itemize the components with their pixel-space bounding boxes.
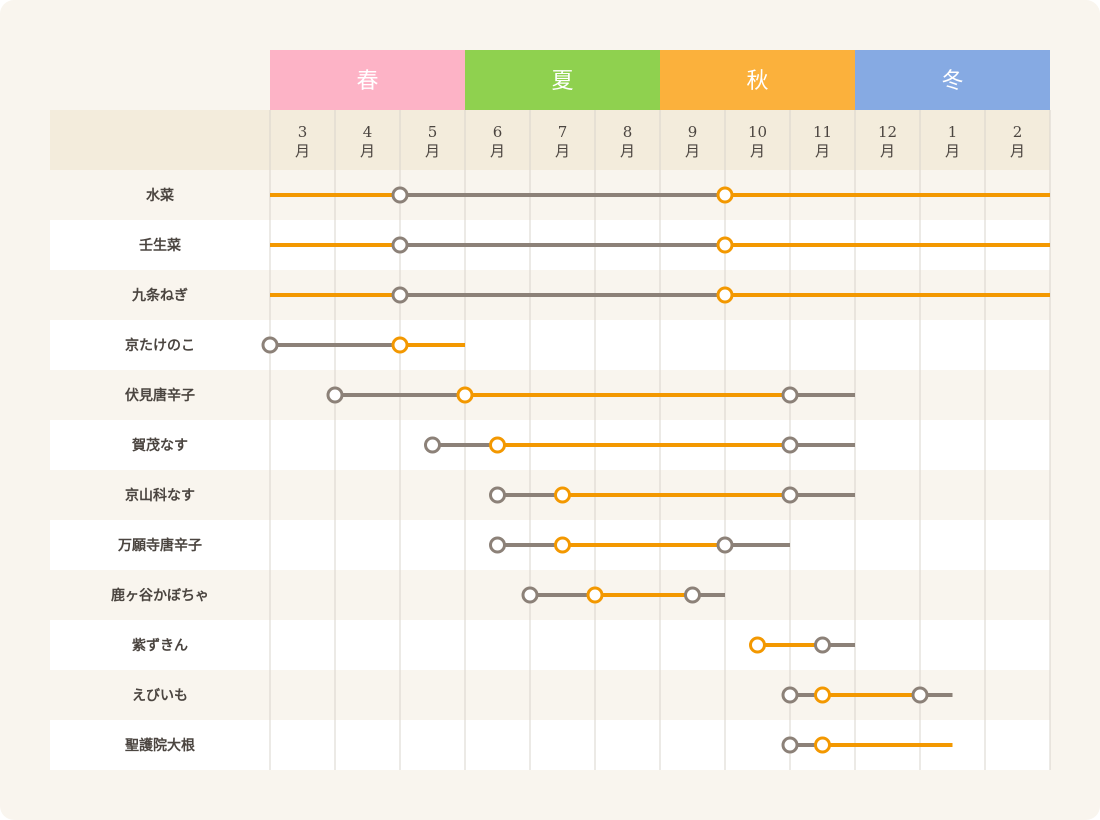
table-row xyxy=(50,620,1050,670)
month-unit-label: 月 xyxy=(555,142,570,160)
table-row xyxy=(50,320,1050,370)
transition-marker xyxy=(911,686,929,704)
vegetable-label: 賀茂なす xyxy=(131,437,188,454)
month-unit-label: 月 xyxy=(815,142,830,160)
month-label: 5 xyxy=(428,123,438,141)
transition-marker xyxy=(554,486,571,504)
month-label: 4 xyxy=(363,123,373,141)
vegetable-label: 万願寺唐辛子 xyxy=(117,537,202,554)
transition-marker xyxy=(456,386,474,404)
transition-marker xyxy=(489,436,506,454)
month-unit-label: 月 xyxy=(750,142,765,160)
season-band xyxy=(465,50,660,110)
marker-layer xyxy=(261,186,929,754)
month-label: 1 xyxy=(948,123,958,141)
transition-marker xyxy=(749,636,766,654)
season-band xyxy=(660,50,855,110)
bar-layer xyxy=(270,193,1050,747)
vegetable-label: 京山科なす xyxy=(125,487,195,504)
transition-marker xyxy=(716,286,734,304)
transition-marker xyxy=(391,236,409,254)
month-unit-label: 月 xyxy=(880,142,895,160)
transition-marker xyxy=(781,436,799,454)
season-label: 冬 xyxy=(941,69,963,94)
month-unit-label: 月 xyxy=(425,142,440,160)
month-unit-label: 月 xyxy=(295,142,310,160)
transition-marker xyxy=(781,686,799,704)
transition-marker xyxy=(521,586,539,604)
month-label: 10 xyxy=(748,123,767,141)
transition-marker xyxy=(424,436,441,454)
vegetable-label: 九条ねぎ xyxy=(131,287,188,304)
transition-marker xyxy=(781,736,799,754)
vegetable-label: 壬生菜 xyxy=(139,237,182,254)
transition-marker xyxy=(716,186,734,204)
vegetable-label: 京たけのこ xyxy=(125,337,195,354)
season-band xyxy=(855,50,1050,110)
season-band xyxy=(270,50,465,110)
month-unit-label: 月 xyxy=(490,142,505,160)
transition-marker xyxy=(554,536,571,554)
month-unit-label: 月 xyxy=(685,142,700,160)
transition-marker xyxy=(716,236,734,254)
transition-marker xyxy=(261,336,279,354)
month-label: 9 xyxy=(688,123,698,141)
transition-marker xyxy=(814,686,831,704)
vegetable-label: 紫ずきん xyxy=(132,637,188,654)
transition-marker xyxy=(684,586,701,604)
transition-marker xyxy=(781,386,799,404)
vegetable-label: えびいも xyxy=(132,688,188,704)
vegetable-label: 水菜 xyxy=(146,187,175,204)
season-label: 春 xyxy=(356,69,378,94)
month-header-row xyxy=(50,110,1050,170)
transition-marker xyxy=(814,636,831,654)
transition-marker xyxy=(391,186,409,204)
vegetable-label: 聖護院大根 xyxy=(125,737,196,754)
season-label: 秋 xyxy=(746,69,768,94)
vegetable-label: 伏見唐辛子 xyxy=(125,387,195,404)
month-label: 8 xyxy=(623,123,633,141)
transition-marker xyxy=(489,536,506,554)
month-unit-label: 月 xyxy=(620,142,635,160)
month-unit-label: 月 xyxy=(360,142,375,160)
transition-marker xyxy=(489,486,506,504)
month-label: 7 xyxy=(558,123,568,141)
vegetable-label: 鹿ヶ谷かぼちゃ xyxy=(110,587,209,604)
month-label: 2 xyxy=(1013,123,1023,141)
background-layer xyxy=(50,50,1050,770)
month-label: 3 xyxy=(298,123,308,141)
month-unit-label: 月 xyxy=(1010,142,1025,160)
transition-marker xyxy=(814,736,831,754)
month-label: 12 xyxy=(878,123,897,141)
transition-marker xyxy=(716,536,734,554)
transition-marker xyxy=(326,386,344,404)
transition-marker xyxy=(781,486,799,504)
month-label: 6 xyxy=(493,123,503,141)
month-unit-label: 月 xyxy=(945,142,960,160)
label-layer: 春夏秋冬3月4月5月6月7月8月9月10月11月12月1月2月水菜壬生菜九条ねぎ… xyxy=(110,69,1025,754)
season-label: 夏 xyxy=(551,69,573,94)
month-label: 11 xyxy=(813,123,832,141)
transition-marker xyxy=(391,286,409,304)
transition-marker xyxy=(586,586,604,604)
transition-marker xyxy=(391,336,409,354)
